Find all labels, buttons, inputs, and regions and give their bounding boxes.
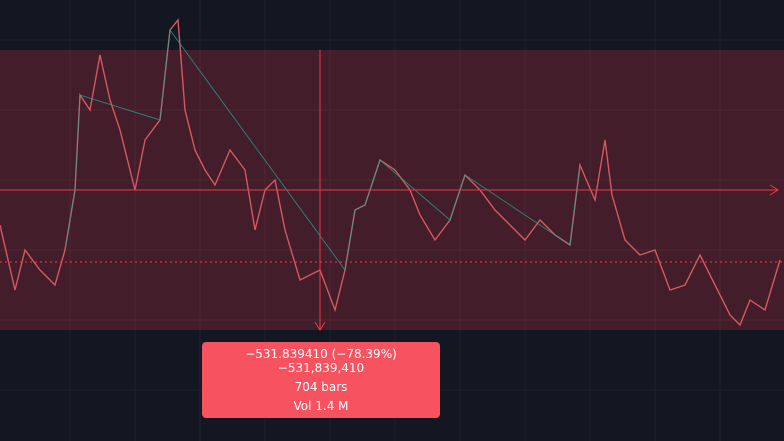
arrow-right <box>769 184 779 196</box>
measure-tooltip: −531.839410 (−78.39%) −531,839,410 704 b… <box>202 342 440 418</box>
measure-volume: Vol 1.4 M <box>293 399 349 413</box>
measure-change: −531.839410 (−78.39%) −531,839,410 <box>245 347 397 375</box>
price-line-up <box>64 28 581 272</box>
arrow-down <box>314 321 326 331</box>
measure-bars: 704 bars <box>294 380 348 394</box>
